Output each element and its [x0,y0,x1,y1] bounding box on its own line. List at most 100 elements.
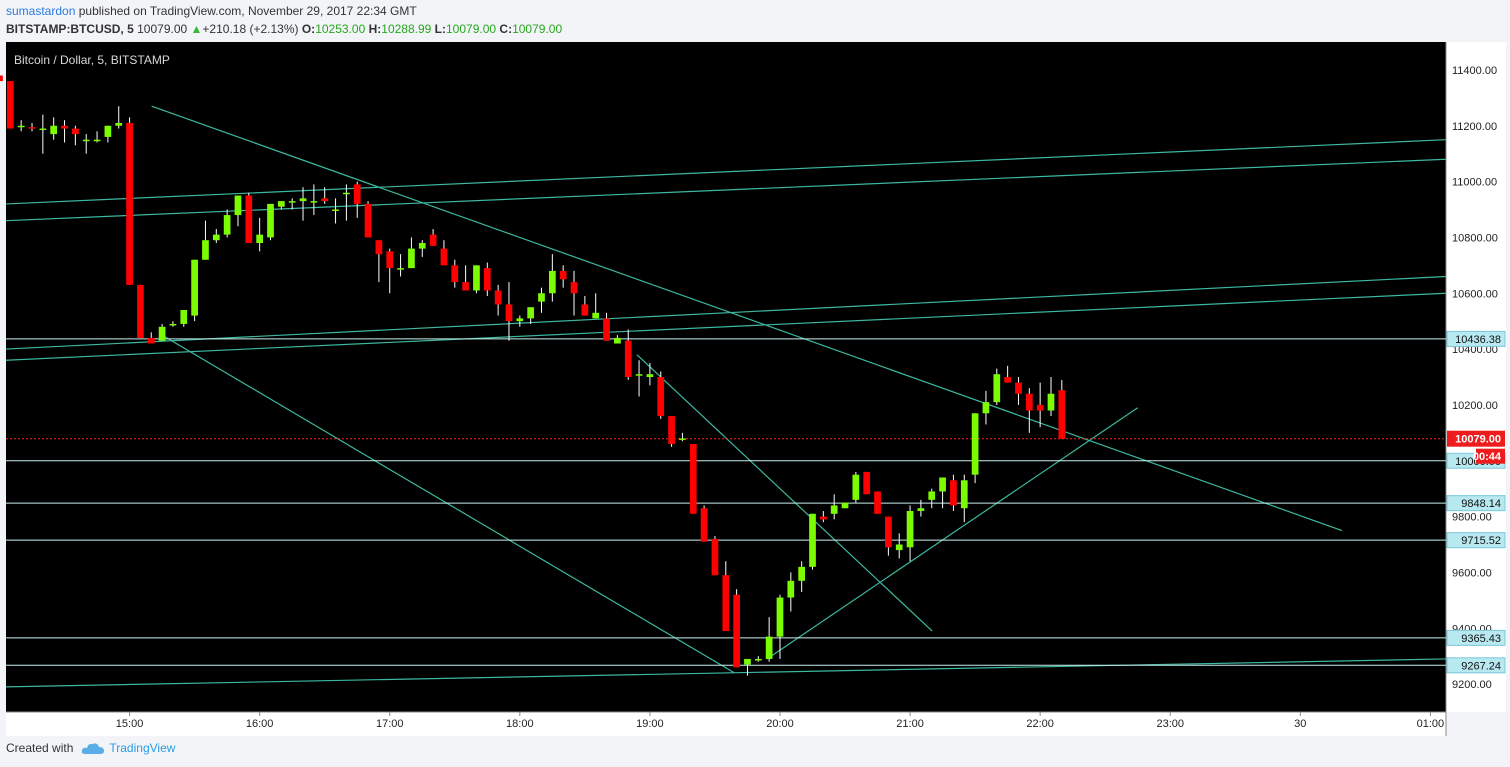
candle-body-14 [147,337,155,344]
open-label: O: [301,22,316,36]
candle-body-67 [722,575,730,632]
symbol-label: BITSTAMP:BTCUSD, 5 [6,22,134,36]
ohlc-legend: BITSTAMP:BTCUSD, 5 10079.00 ▲+210.18 (+2… [6,22,562,36]
x-tick-19:00: 19:00 [636,718,664,730]
countdown-tag-bg [1476,448,1505,464]
candle-body-9 [93,139,101,142]
candle-body-59 [635,374,643,376]
up-arrow-icon: ▲ [190,22,203,36]
candle-body-50 [538,293,545,302]
low-label: L: [434,22,446,36]
tradingview-link[interactable]: TradingView [109,741,176,755]
price-chart[interactable]: Bitcoin / Dollar, 5, BITSTAMP 9200.00940… [0,0,1510,740]
close-value: 10079.00 [512,22,563,36]
candle-body-21 [223,215,231,235]
author-link[interactable]: sumastardon [6,4,76,18]
trendline-7 [636,354,933,632]
candle-body-25 [267,203,274,238]
tradingview-cloud-icon [82,743,105,754]
candle-body-80 [863,471,871,495]
last-price-tag: 10079.00 [1455,434,1501,446]
candle-body-63 [679,438,686,440]
y-tick-10200: 10200.00 [1452,400,1498,412]
candle-body-72 [776,597,784,637]
y-tick-9800: 9800.00 [1452,512,1492,524]
price-value: 10079.00 [137,22,188,36]
candle-body-58 [624,340,632,377]
candle-body-8 [82,139,90,142]
candle-body-87 [939,477,946,492]
trendline-6 [161,334,735,674]
publish-info: sumastardon published on TradingView.com… [6,4,417,18]
candle-body-17 [180,310,188,324]
time-axis[interactable] [6,712,1446,736]
x-tick-30: 30 [1294,718,1306,730]
x-tick-01:00: 01:00 [1417,718,1445,730]
candle-body-10 [104,125,112,137]
candle-body-53 [570,282,578,294]
price-tag-bg-2 [1446,495,1506,512]
candle-body-75 [809,513,816,567]
low-value: 10079.00 [446,22,497,36]
candle-body-23 [245,195,253,243]
candle-body-91 [982,402,990,414]
y-tick-9600: 9600.00 [1452,567,1492,579]
change-value: +210.18 (+2.13%) [202,22,299,36]
candle-body-40 [429,234,437,246]
candle-body-24 [256,234,264,243]
candle-body-15 [158,326,166,341]
publish-text: published on TradingView.com, November 2… [78,4,417,18]
candle-body-19 [202,240,209,260]
candle-body-31 [332,209,339,211]
footer: Created with TradingView [6,741,175,755]
candle-body-7 [72,128,79,135]
candle-body-81 [874,491,881,514]
candle-body-0 [0,75,3,82]
candle-body-86 [928,491,936,500]
candle-body-78 [841,502,849,509]
candle-body-30 [321,198,329,202]
x-tick-17:00: 17:00 [376,718,404,730]
x-tick-18:00: 18:00 [506,718,534,730]
candle-body-32 [343,192,350,195]
candle-body-37 [397,268,404,270]
candle-body-66 [711,538,719,576]
candle-body-94 [1015,382,1022,394]
x-tick-15:00: 15:00 [116,718,144,730]
x-tick-22:00: 22:00 [1026,718,1054,730]
price-tag-2: 9848.14 [1461,498,1501,510]
price-tag-bg-0 [1446,330,1506,347]
y-tick-10800: 10800.00 [1452,232,1498,244]
candle-body-85 [917,508,925,511]
last-price-tag-bg [1447,430,1505,447]
trendline-5 [151,105,1343,532]
price-tag-5: 9267.24 [1461,660,1501,672]
x-tick-21:00: 21:00 [896,718,924,730]
candle-body-73 [787,580,795,598]
candle-body-2 [17,125,25,128]
candle-body-11 [115,122,123,126]
candle-body-65 [700,508,708,542]
candle-body-71 [765,636,773,659]
created-with-text: Created with [6,741,74,755]
candle-body-20 [212,234,220,241]
candle-body-82 [885,516,892,548]
open-value: 10253.00 [315,22,366,36]
x-tick-16:00: 16:00 [246,718,274,730]
chart-title: Bitcoin / Dollar, 5, BITSTAMP [14,53,170,67]
price-axis[interactable] [1446,42,1506,712]
candle-body-18 [191,259,198,316]
candle-body-51 [548,270,556,294]
candle-body-27 [288,201,296,203]
candle-body-41 [440,248,448,266]
candle-body-4 [39,128,47,131]
y-tick-11200: 11200.00 [1452,121,1497,133]
candle-body-29 [310,201,318,203]
trendline-0 [5,139,1447,205]
candle-body-92 [993,374,1001,403]
candle-body-33 [353,184,361,204]
candle-body-54 [581,304,589,316]
candle-body-48 [516,318,524,322]
trendline-8 [766,407,1139,660]
price-tag-bg-3 [1446,532,1506,549]
